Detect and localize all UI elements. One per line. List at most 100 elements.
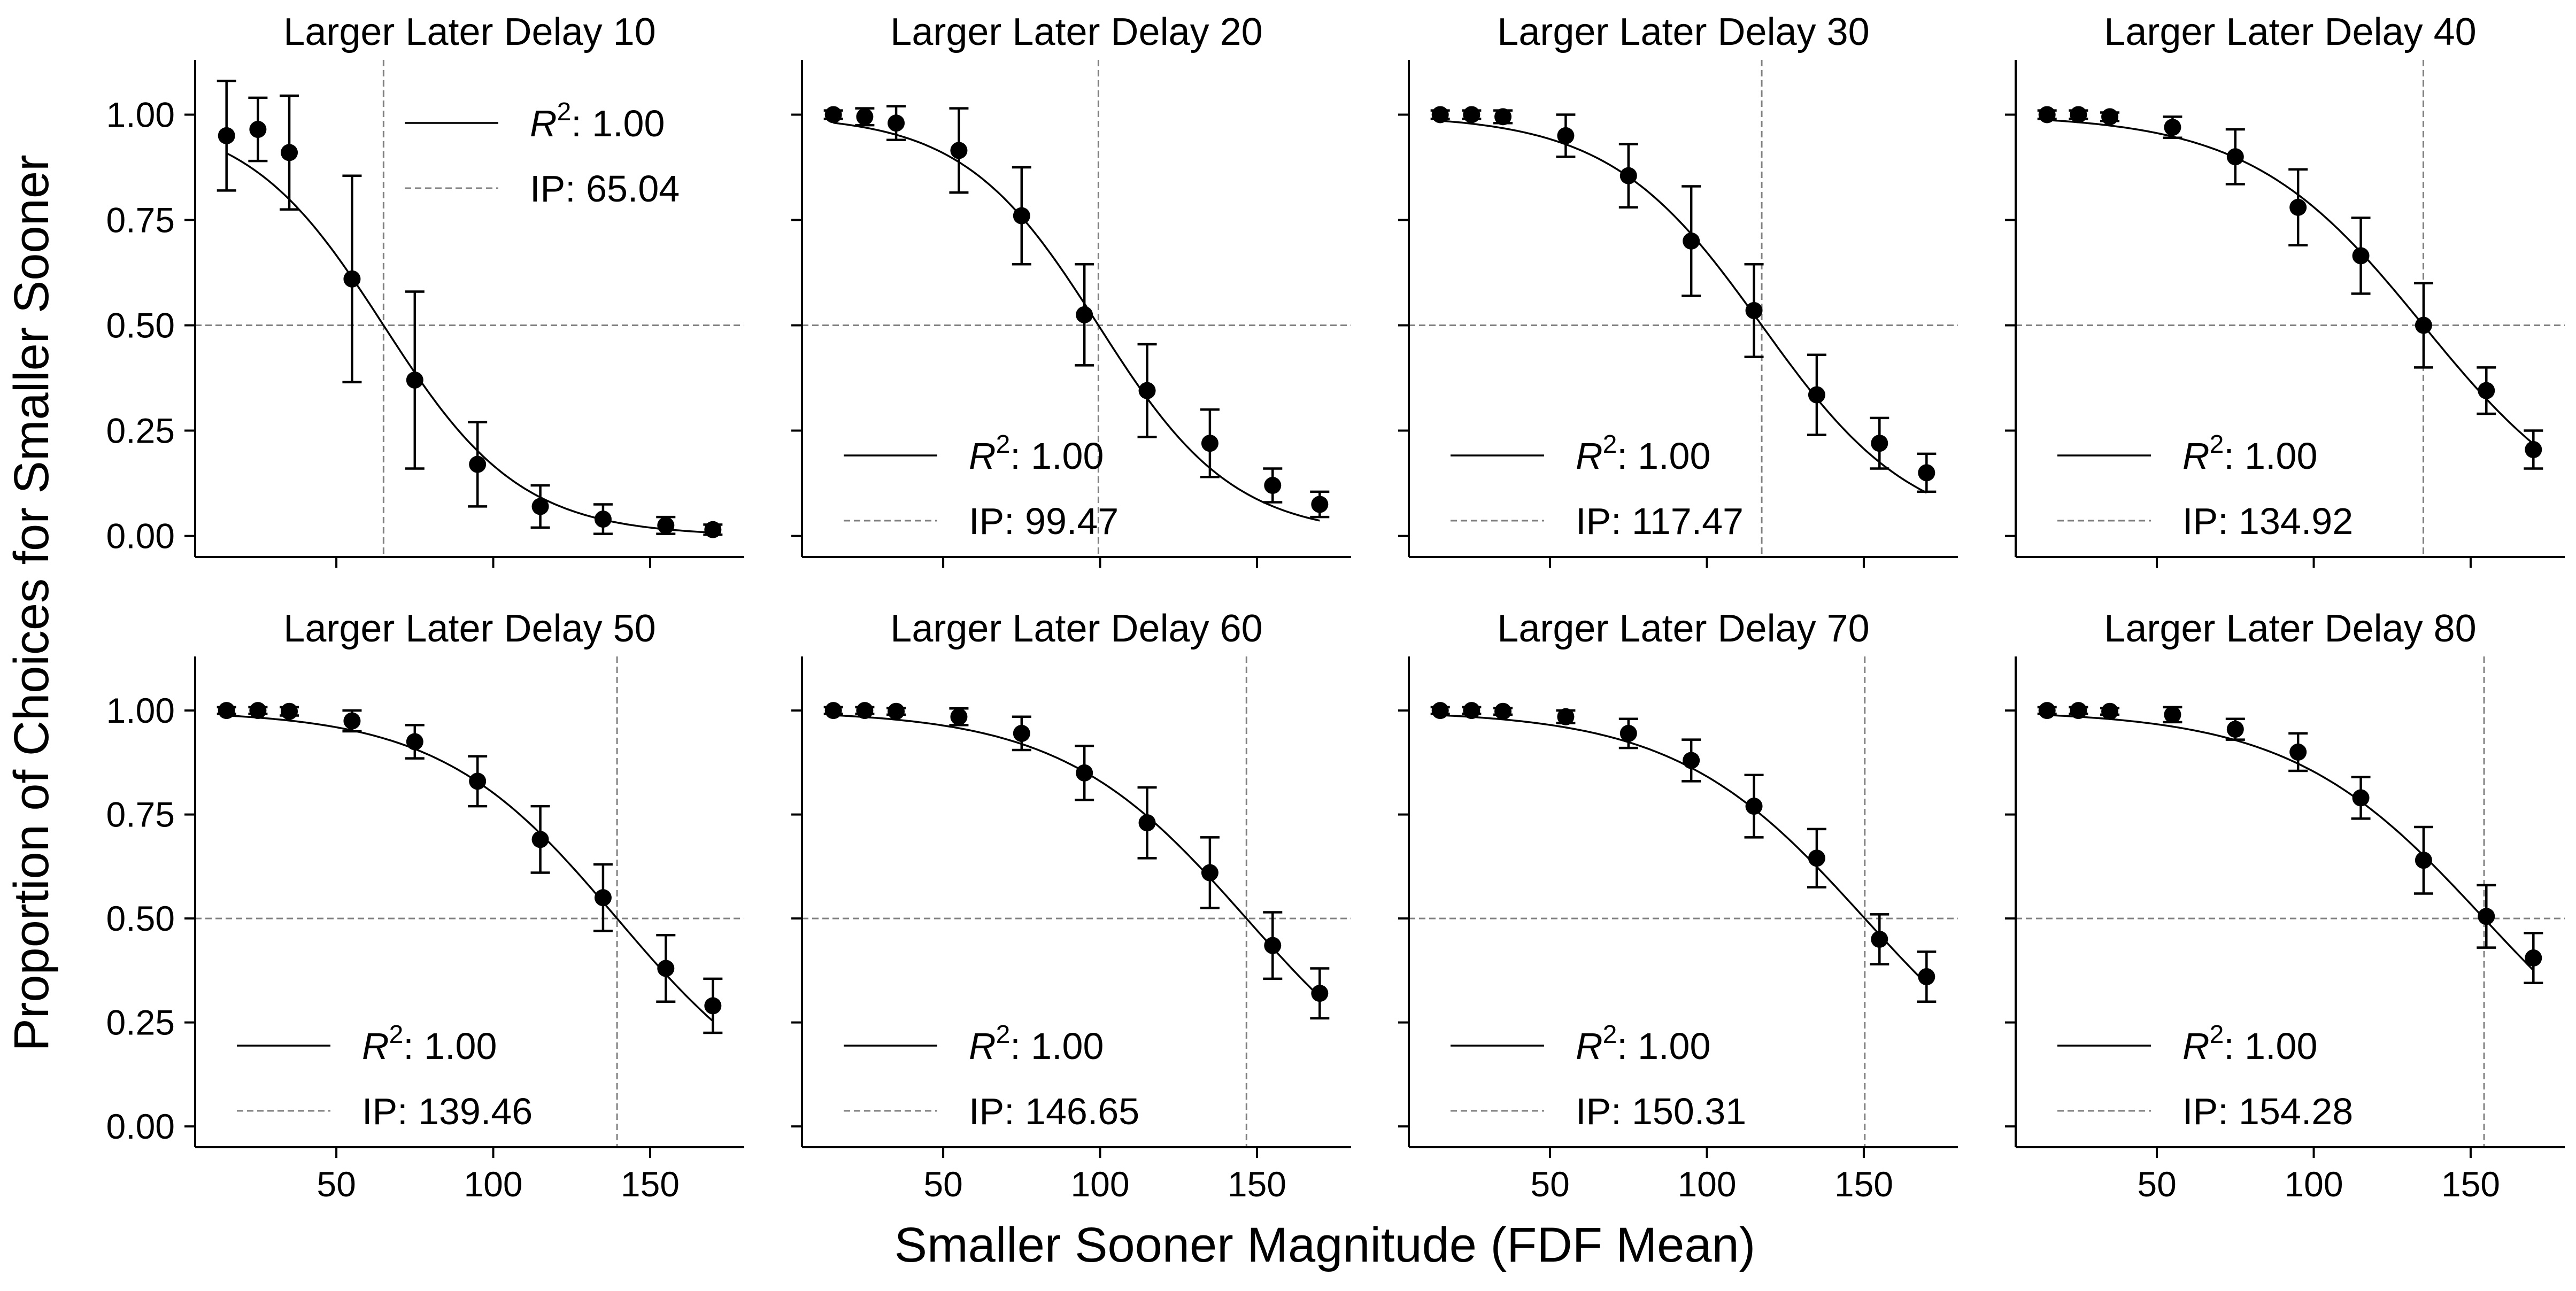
data-point <box>1201 864 1218 882</box>
data-point <box>1557 127 1575 144</box>
data-point <box>406 371 423 389</box>
y-tick-label: 0.25 <box>106 1003 175 1042</box>
data-point <box>406 733 423 751</box>
fit-curve <box>1440 120 1927 494</box>
legend-r2-label: R2: 1.00 <box>2182 430 2317 477</box>
data-point <box>469 455 487 473</box>
data-point <box>2226 721 2244 738</box>
fit-curve <box>226 152 713 534</box>
panel-title: Larger Later Delay 20 <box>890 11 1262 53</box>
data-point <box>2415 316 2432 334</box>
fit-curve <box>833 121 1320 522</box>
data-point <box>281 144 298 161</box>
data-point <box>1808 386 1825 404</box>
x-tick-label: 150 <box>621 1164 680 1204</box>
legend-ip-label: IP: 154.28 <box>2182 1091 2353 1132</box>
legend: R2: 1.00 IP: 99.47 <box>844 430 1119 542</box>
data-point <box>1918 464 1935 482</box>
panel: Larger Later Delay 50 0.00 0.25 0.50 0.75 1.0… <box>106 607 744 1204</box>
panel-grid: Larger Later Delay 10 0.00 0.25 0.50 0.75 1.0… <box>106 11 2565 1204</box>
x-tick-label: 100 <box>1070 1164 1129 1204</box>
data-point <box>2101 108 2119 126</box>
legend-ip-label: IP: 150.31 <box>1576 1091 1746 1132</box>
legend: R2: 1.00 IP: 146.65 <box>844 1021 1139 1132</box>
data-point <box>1494 702 1512 720</box>
data-point <box>1431 106 1449 123</box>
data-point <box>1431 702 1449 720</box>
data-point <box>1619 167 1637 184</box>
panel-title: Larger Later Delay 80 <box>2104 607 2476 650</box>
data-point <box>1871 435 1888 452</box>
y-tick-label: 0.00 <box>106 516 175 556</box>
x-tick-label: 150 <box>1228 1164 1286 1204</box>
legend: R2: 1.00 IP: 134.92 <box>2057 430 2353 542</box>
y-tick-label: 0.00 <box>106 1107 175 1146</box>
data-point <box>2164 119 2181 136</box>
y-tick-label: 0.50 <box>106 306 175 345</box>
data-point <box>2101 702 2119 720</box>
data-point <box>888 114 905 132</box>
legend: R2: 1.00 IP: 150.31 <box>1451 1021 1746 1132</box>
panel-title: Larger Later Delay 40 <box>2104 11 2476 53</box>
data-point <box>704 997 722 1015</box>
legend-r2-label: R2: 1.00 <box>362 1021 497 1067</box>
data-point <box>343 270 361 288</box>
x-tick-label: 100 <box>1677 1164 1736 1204</box>
fit-curve <box>833 714 1321 998</box>
data-point <box>1683 232 1700 250</box>
x-tick-label: 50 <box>317 1164 356 1204</box>
data-point <box>1808 849 1825 867</box>
panel-title: Larger Later Delay 30 <box>1497 11 1869 53</box>
data-point <box>1463 106 1480 123</box>
data-point <box>888 702 905 720</box>
data-point <box>1745 302 1763 319</box>
legend-r2-label: R2: 1.00 <box>969 1021 1104 1067</box>
data-point <box>2352 247 2370 265</box>
legend: R2: 1.00 IP: 117.47 <box>1451 430 1744 542</box>
fit-curve <box>226 714 714 1022</box>
panel: Larger Later Delay 10 0.00 0.25 0.50 0.75 1.0… <box>106 11 744 568</box>
data-point <box>594 889 612 907</box>
data-point <box>2038 702 2056 720</box>
x-axis-title: Smaller Sooner Magnitude (FDF Mean) <box>894 1218 1756 1272</box>
data-point <box>1311 496 1329 513</box>
data-point <box>2226 148 2244 166</box>
legend-r2-label: R2: 1.00 <box>530 98 665 144</box>
data-point <box>1264 937 1282 954</box>
data-point <box>704 521 722 538</box>
panel-title: Larger Later Delay 60 <box>890 607 1262 650</box>
data-point <box>2525 441 2542 459</box>
data-point <box>1311 985 1329 1002</box>
panel: Larger Later Delay 20 R2: 1.00 IP: 99.47 <box>791 11 1351 568</box>
legend: R2: 1.00 IP: 65.04 <box>405 98 680 210</box>
y-tick-label: 0.75 <box>106 200 175 239</box>
data-point <box>531 831 549 848</box>
x-tick-label: 100 <box>464 1164 522 1204</box>
panel: Larger Later Delay 70 50 100 150 R2: 1.00 IP:… <box>1398 607 1958 1204</box>
legend: R2: 1.00 IP: 154.28 <box>2057 1021 2353 1132</box>
data-point <box>1871 931 1888 948</box>
data-point <box>1013 207 1030 225</box>
data-point <box>2038 106 2056 123</box>
data-point <box>1076 306 1093 323</box>
data-point <box>1745 798 1763 815</box>
data-point <box>2415 852 2432 869</box>
data-point <box>1557 708 1575 725</box>
data-point <box>824 702 842 720</box>
data-point <box>856 702 874 720</box>
legend-ip-label: IP: 117.47 <box>1576 500 1744 542</box>
data-point <box>824 106 842 123</box>
y-tick-label: 1.00 <box>106 691 175 730</box>
data-point <box>950 708 968 725</box>
data-point <box>2289 743 2307 761</box>
data-point <box>1683 752 1700 769</box>
data-point <box>1013 724 1030 742</box>
data-point <box>2352 789 2370 807</box>
data-point <box>249 121 267 138</box>
panel: Larger Later Delay 30 R2: 1.00 IP: 117.47 <box>1398 11 1958 568</box>
y-axis-title: Proportion of Choices for Smaller Sooner <box>4 154 59 1051</box>
legend-ip-label: IP: 139.46 <box>362 1091 533 1132</box>
panel: Larger Later Delay 80 50 100 150 R2: 1.00 IP:… <box>2005 607 2565 1204</box>
